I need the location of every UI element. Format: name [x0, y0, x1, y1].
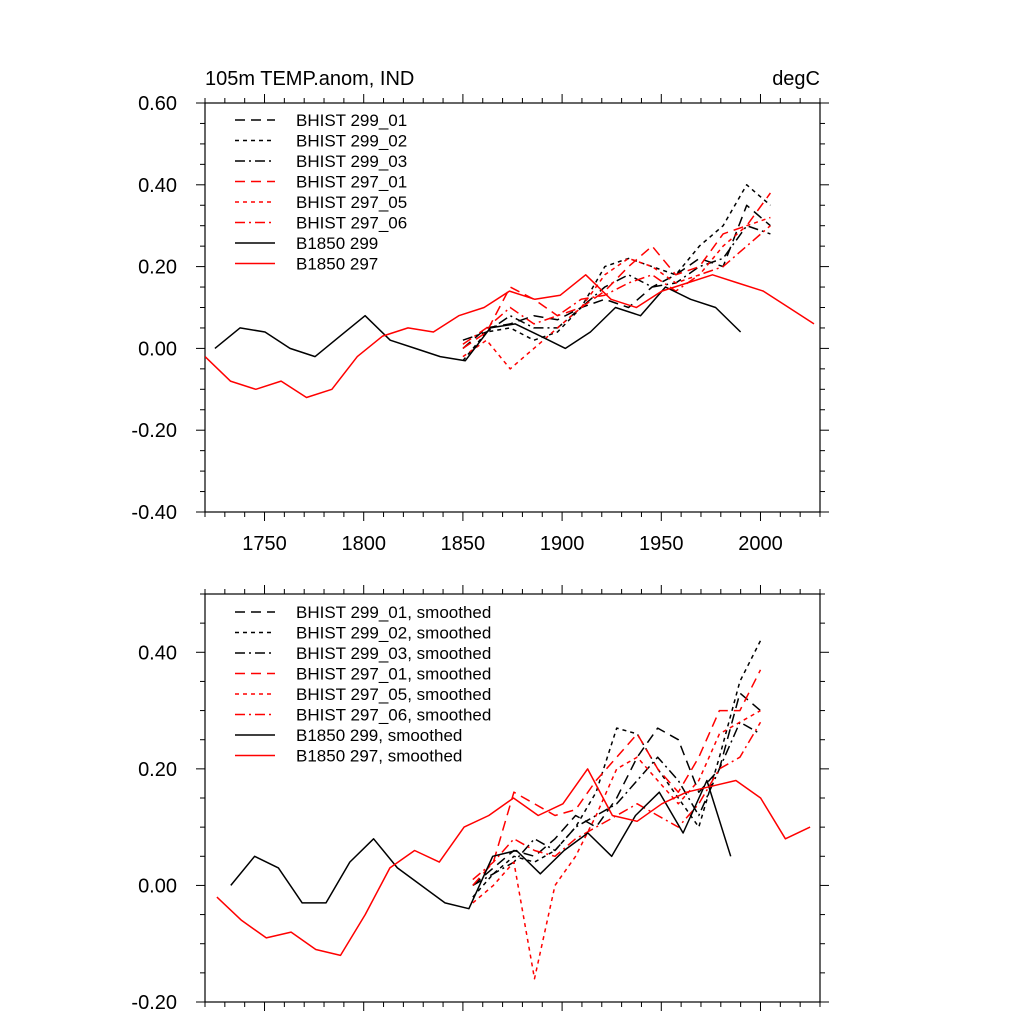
- y-tick-label: 0.20: [138, 759, 177, 781]
- series-line-bhist-297-01: [462, 192, 772, 350]
- legend-label: BHIST 297_05, smoothed: [296, 685, 491, 704]
- y-tick-label: -0.40: [131, 502, 177, 524]
- x-tick-label: 1800: [341, 533, 386, 555]
- legend-label: B1850 297, smoothed: [296, 747, 462, 766]
- y-tick-label: 0.60: [138, 93, 177, 115]
- legend-label: BHIST 299_03, smoothed: [296, 644, 491, 663]
- legend-label: BHIST 297_06, smoothed: [296, 706, 491, 725]
- series-line-bhist-297-06: [462, 225, 771, 345]
- x-tick-label: 1900: [540, 533, 585, 555]
- series-group: [205, 184, 815, 399]
- legend-label: B1850 299, smoothed: [296, 726, 462, 745]
- legend-label: BHIST 299_02, smoothed: [296, 624, 491, 643]
- x-tick-label: 1950: [639, 533, 684, 555]
- legend-label: BHIST 299_01: [296, 111, 407, 130]
- legend-label: BHIST 299_03: [296, 152, 407, 171]
- series-line-bhist-299-02: [462, 184, 771, 362]
- series-line-b1850-299-smoothed: [230, 779, 732, 910]
- series-line-b1850-297: [205, 274, 815, 399]
- series-line-bhist-299-01: [462, 204, 771, 349]
- y-tick-label: 0.20: [138, 257, 177, 279]
- series-line-bhist-297-05-smoothed: [472, 709, 761, 980]
- units-label: degC: [772, 68, 820, 90]
- series-line-b1850-299: [214, 286, 742, 362]
- legend-label: BHIST 297_05: [296, 193, 407, 212]
- chart-title: 105m TEMP.anom, IND: [205, 68, 414, 90]
- legend-label: BHIST 297_01, smoothed: [296, 665, 491, 684]
- series-line-bhist-297-06-smoothed: [472, 721, 762, 881]
- y-tick-label: 0.00: [138, 338, 177, 360]
- legend-label: BHIST 299_02: [296, 132, 407, 151]
- series-line-bhist-297-01-smoothed: [472, 669, 762, 886]
- y-tick-label: 0.00: [138, 875, 177, 897]
- x-tick-label: 1750: [242, 533, 287, 555]
- y-tick-label: 0.40: [138, 642, 177, 664]
- y-tick-label: -0.20: [131, 420, 177, 442]
- x-tick-label: 1850: [441, 533, 486, 555]
- panel-top: 1750 1800 1850 1900 1950 2000 -0.40 -0.20 0.00 0.…: [131, 68, 829, 555]
- legend-label: BHIST 297_06: [296, 214, 407, 233]
- series-line-bhist-299-03: [462, 224, 771, 341]
- series-line-bhist-299-02-smoothed: [472, 640, 762, 898]
- legend-label: B1850 297: [296, 255, 378, 274]
- y-tick-label: 0.40: [138, 175, 177, 197]
- series-line-bhist-297-05: [462, 216, 771, 370]
- series-line-bhist-299-03-smoothed: [472, 721, 761, 887]
- series-line-b1850-297-smoothed: [216, 768, 811, 957]
- legend-label: BHIST 297_01: [296, 173, 407, 192]
- panel-bottom: -0.20 0.00 0.20 0.40 BHIST 299_01, smoothed B…: [131, 585, 829, 1014]
- y-tick-label: -0.20: [131, 992, 177, 1014]
- series-group: [216, 640, 811, 980]
- legend-label: B1850 299: [296, 234, 378, 253]
- legend-label: BHIST 299_01, smoothed: [296, 603, 491, 622]
- series-line-bhist-299-01-smoothed: [472, 692, 761, 886]
- x-tick-label: 2000: [738, 533, 783, 555]
